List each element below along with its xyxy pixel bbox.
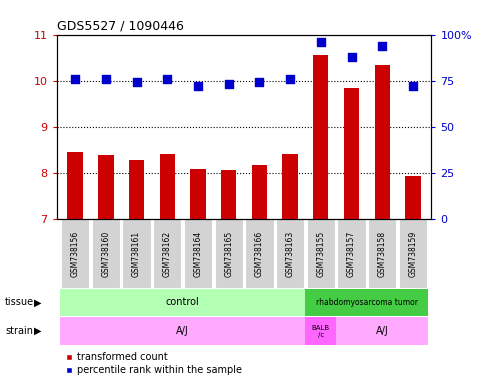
Text: GSM738160: GSM738160 (102, 230, 110, 276)
Text: GSM738156: GSM738156 (70, 230, 80, 276)
Point (225, 81, 233, 88)
Bar (306, 317, 336, 345)
Bar (221, 170, 236, 219)
Bar (190, 169, 206, 219)
Bar (92, 219, 120, 288)
Point (194, 83, 202, 89)
Text: GSM738161: GSM738161 (132, 230, 141, 276)
Point (286, 76, 294, 82)
Text: ▶: ▶ (34, 326, 42, 336)
Bar (368, 219, 396, 288)
Text: A/J: A/J (376, 326, 388, 336)
Bar (337, 219, 366, 288)
Bar (276, 219, 304, 288)
Bar (282, 154, 298, 219)
Bar (405, 176, 421, 219)
Text: GSM738163: GSM738163 (285, 230, 295, 276)
Bar (160, 154, 175, 219)
Point (378, 43, 386, 49)
Bar (252, 164, 267, 219)
Text: GSM738159: GSM738159 (408, 230, 418, 276)
Bar (129, 161, 144, 219)
Bar (245, 219, 274, 288)
Bar (98, 155, 113, 219)
Bar (184, 219, 212, 288)
Bar (399, 219, 427, 288)
Bar (313, 55, 328, 219)
Bar (307, 219, 335, 288)
Bar (344, 88, 359, 219)
Point (102, 76, 110, 82)
Point (317, 39, 325, 45)
Point (133, 79, 141, 86)
Bar (336, 317, 428, 345)
Text: GDS5527 / 1090446: GDS5527 / 1090446 (57, 19, 183, 32)
Text: GSM738158: GSM738158 (378, 230, 387, 276)
Text: GSM738162: GSM738162 (163, 230, 172, 276)
Text: control: control (166, 297, 200, 308)
Bar (122, 219, 151, 288)
Point (163, 76, 171, 82)
Bar (60, 317, 306, 345)
Bar (153, 219, 181, 288)
Text: GSM738157: GSM738157 (347, 230, 356, 276)
Point (348, 54, 355, 60)
Bar (68, 152, 83, 219)
Text: GSM738165: GSM738165 (224, 230, 233, 276)
Text: A/J: A/J (176, 326, 189, 336)
Legend: transformed count, percentile rank within the sample: transformed count, percentile rank withi… (62, 348, 246, 379)
Text: tissue: tissue (5, 297, 34, 308)
Bar (214, 219, 243, 288)
Text: GSM738155: GSM738155 (317, 230, 325, 276)
Point (71, 76, 79, 82)
Bar (375, 65, 390, 219)
Point (409, 83, 417, 89)
Text: BALB
/c: BALB /c (312, 325, 330, 338)
Text: rhabdomyosarcoma tumor: rhabdomyosarcoma tumor (316, 298, 418, 307)
Text: ▶: ▶ (34, 297, 42, 308)
Text: GSM738166: GSM738166 (255, 230, 264, 276)
Point (255, 79, 263, 86)
Text: GSM738164: GSM738164 (193, 230, 203, 276)
Text: strain: strain (5, 326, 33, 336)
Bar (61, 219, 89, 288)
Bar (60, 289, 306, 316)
Bar (306, 289, 428, 316)
